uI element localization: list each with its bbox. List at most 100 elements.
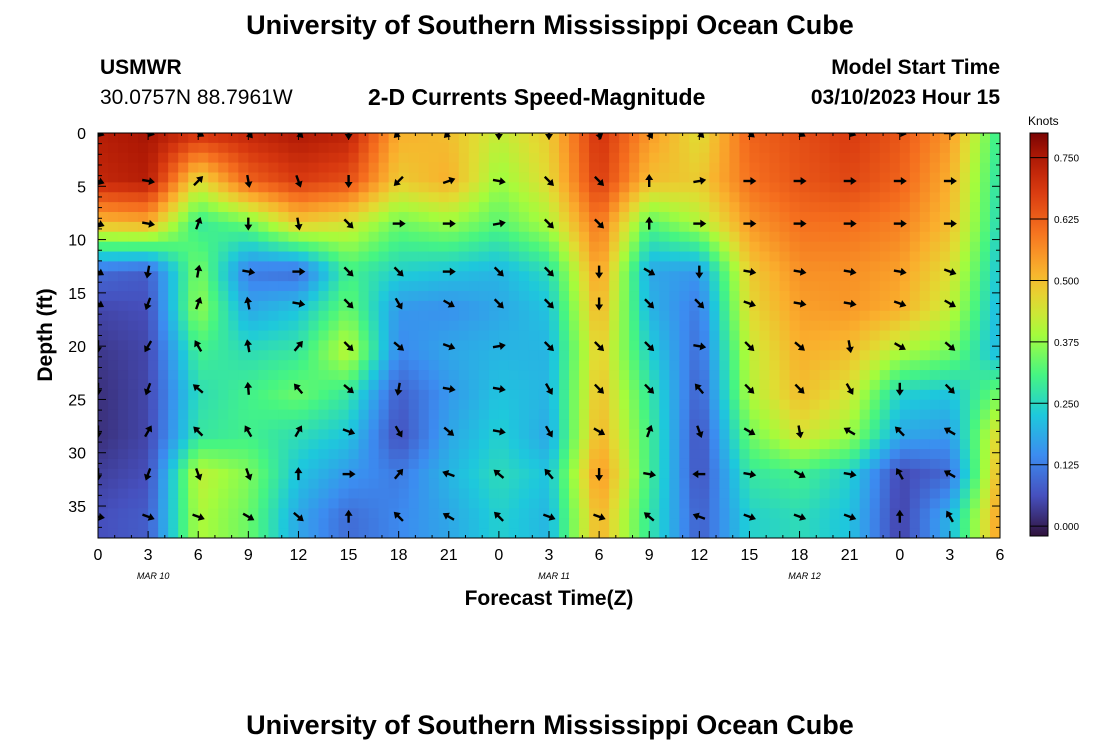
heatmap-cell [318, 271, 330, 282]
current-vector-arrow [693, 342, 707, 351]
current-vector-arrow [294, 425, 303, 438]
heatmap-cell [779, 458, 791, 470]
heatmap-cell [148, 202, 159, 213]
heatmap-cell [899, 162, 911, 174]
current-vector-arrow [141, 219, 155, 228]
heatmap-cell [909, 399, 921, 411]
heatmap-cell [318, 409, 330, 421]
heatmap-cell [989, 360, 1000, 371]
heatmap-cell [819, 142, 831, 154]
heatmap-cell [549, 212, 560, 223]
heatmap-cell [919, 221, 931, 233]
heatmap-cell [368, 409, 380, 421]
heatmap-cell [428, 192, 440, 203]
heatmap-cell [258, 142, 269, 154]
heatmap-cell [919, 379, 931, 391]
heatmap-cell [258, 320, 269, 332]
heatmap-cell [919, 251, 931, 263]
heatmap-cell [528, 409, 540, 421]
heatmap-cell [398, 409, 410, 421]
heatmap-cell [879, 192, 891, 203]
heatmap-cell [188, 330, 199, 342]
heatmap-cell [418, 291, 430, 302]
y-tick-label: 5 [77, 179, 86, 196]
heatmap-cell [939, 439, 951, 450]
heatmap-cell [218, 518, 229, 529]
heatmap-cell [989, 508, 1000, 519]
heatmap-cell [919, 142, 931, 154]
heatmap-cell [518, 340, 530, 351]
heatmap-cell [779, 399, 791, 411]
heatmap-cell [508, 409, 520, 421]
heatmap-cell [859, 162, 871, 174]
heatmap-cell [348, 360, 360, 371]
heatmap-cell [679, 251, 690, 263]
heatmap-cell [689, 439, 700, 450]
heatmap-cell [899, 172, 911, 183]
heatmap-cell [528, 360, 540, 371]
heatmap-cell [969, 409, 981, 421]
colorbar-scale [1029, 132, 1049, 537]
current-vector-arrow [693, 176, 707, 185]
heatmap-cell [238, 241, 249, 253]
heatmap-cell [538, 449, 550, 460]
heatmap-cell [849, 300, 861, 312]
heatmap-cell [939, 508, 951, 519]
heatmap-cell [418, 162, 430, 174]
heatmap-cell [358, 172, 370, 183]
heatmap-cell [208, 172, 219, 183]
heatmap-cell [769, 360, 781, 371]
heatmap-cell [909, 468, 921, 480]
current-vector-arrow [845, 340, 854, 354]
heatmap-cell [569, 281, 580, 292]
heatmap-cell [609, 389, 620, 401]
heatmap-cell [979, 498, 991, 509]
heatmap-cell [629, 142, 640, 154]
heatmap-cell [599, 320, 610, 332]
current-vector-arrow [544, 383, 553, 395]
heatmap-cell [909, 231, 921, 243]
heatmap-cell [398, 449, 410, 460]
heatmap-cell [609, 241, 620, 253]
heatmap-cell [639, 518, 650, 529]
heatmap-cell [649, 360, 660, 371]
heatmap-cell [108, 370, 119, 381]
heatmap-cell [298, 330, 310, 342]
heatmap-cell [869, 379, 881, 391]
heatmap-cell [208, 350, 219, 361]
heatmap-cell [148, 271, 159, 282]
heatmap-cell [949, 340, 961, 351]
heatmap-cell [599, 192, 610, 203]
heatmap-cell [899, 291, 911, 302]
heatmap-cell [679, 508, 690, 519]
heatmap-cell [979, 439, 991, 450]
heatmap-cell [98, 370, 109, 381]
heatmap-cell [889, 360, 901, 371]
heatmap-cell [228, 439, 239, 450]
heatmap-cell [719, 202, 730, 213]
heatmap-cell [859, 389, 871, 401]
heatmap-cell [508, 498, 520, 509]
heatmap-cell [398, 300, 410, 312]
heatmap-cell [168, 231, 179, 243]
heatmap-cell [308, 192, 320, 203]
heatmap-cell [609, 182, 620, 193]
heatmap-cell [689, 172, 700, 183]
heatmap-cell [468, 340, 480, 351]
heatmap-cell [769, 419, 781, 430]
heatmap-cell [188, 478, 199, 490]
heatmap-cell [779, 488, 791, 500]
heatmap-cell [779, 429, 791, 440]
heatmap-cell [959, 281, 971, 292]
heatmap-cell [839, 172, 851, 183]
heatmap-cell [669, 528, 680, 538]
colorbar-tick-label: 0.500 [1054, 276, 1079, 287]
heatmap-cell [769, 231, 781, 243]
heatmap-cell [258, 133, 269, 144]
heatmap-cell [689, 458, 700, 470]
heatmap-cell [699, 478, 710, 490]
heatmap-cell [719, 508, 730, 519]
heatmap-cell [779, 528, 791, 538]
heatmap-cell [649, 251, 660, 263]
